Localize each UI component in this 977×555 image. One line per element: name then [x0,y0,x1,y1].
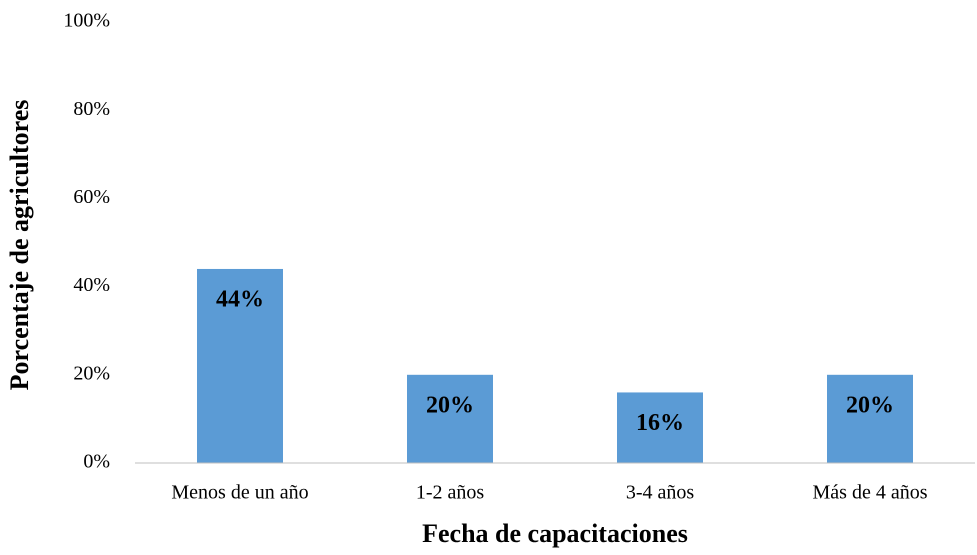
x-tick-label: 1-2 años [416,482,485,504]
y-tick-label: 60% [73,186,110,208]
y-tick-label: 80% [73,98,110,120]
bar [197,268,283,463]
y-tick-label: 20% [73,362,110,384]
bar [407,374,493,463]
data-label: 20% [846,392,894,418]
x-tick-label: Más de 4 años [813,482,928,504]
data-label: 20% [426,392,474,418]
x-axis-title: Fecha de capacitaciones [422,519,688,548]
y-tick-label: 100% [63,10,110,32]
bar [617,392,703,463]
data-label: 16% [636,410,684,436]
x-tick-label: Menos de un año [171,482,308,504]
data-label: 44% [216,286,264,312]
bar [827,374,913,463]
y-axis-title: Porcentaje de agricultores [5,100,34,391]
x-tick-label: 3-4 años [626,482,695,504]
y-tick-label: 40% [73,274,110,296]
y-tick-label: 0% [83,451,110,473]
